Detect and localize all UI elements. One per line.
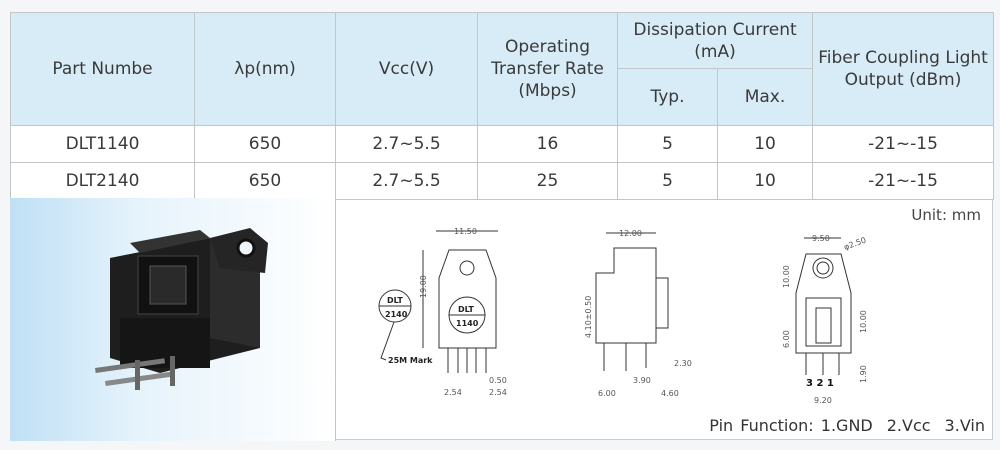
back-view: 9.50 φ2.50 10.00 10.00 6.00 1.90 3 2 1 9… [782, 234, 868, 405]
header-wavelength: λp(nm) [194, 12, 336, 126]
header-max: Max. [716, 68, 814, 126]
header-light-output: Fiber Coupling Light Output (dBm) [812, 12, 995, 126]
side-view: 12.00 4.10±0.50 2.30 3.90 6.00 4.60 [584, 229, 692, 398]
cell-typ: 5 [617, 162, 718, 200]
side-d4: 4.60 [661, 389, 679, 398]
back-h4: 1.90 [859, 365, 868, 383]
back-pins: 3 2 1 [806, 378, 834, 389]
cell-vcc: 2.7~5.5 [335, 125, 478, 163]
side-width: 12.00 [619, 229, 642, 238]
mark-top: DLT [458, 305, 474, 314]
connector-image [95, 228, 268, 390]
cell-output: -21~-15 [812, 125, 995, 163]
side-d1: 2.30 [674, 359, 692, 368]
back-h1: 10.00 [782, 265, 791, 288]
cell-wavelength: 650 [194, 162, 336, 200]
cell-vcc: 2.7~5.5 [335, 162, 478, 200]
dim-pitch-left: 2.54 [444, 388, 462, 397]
dim-pitch-right: 2.54 [489, 388, 507, 397]
back-width: 9.50 [812, 234, 830, 243]
product-photo [10, 198, 336, 441]
cell-typ: 5 [617, 125, 718, 163]
side-height: 4.10±0.50 [584, 296, 593, 338]
pin-2: 2.Vcc [886, 416, 931, 435]
dim-pin-width: 0.50 [489, 376, 507, 385]
header-transfer-rate: Operating Transfer Rate (Mbps) [477, 12, 618, 126]
unit-label: Unit: mm [911, 206, 981, 224]
pin-1: Pin Function: 1.GND [709, 416, 873, 435]
back-h2: 10.00 [859, 310, 868, 333]
cell-rate: 16 [477, 125, 618, 163]
alt-mark-bottom: 2140 [385, 310, 408, 319]
header-dissipation-current: Dissipation Current (mA) [616, 12, 814, 69]
spec-table: Part Numbe λp(nm) Vcc(V) Operating Trans… [10, 12, 995, 200]
cell-part: DLT2140 [10, 162, 195, 200]
pin-function: Pin Function: 1.GND 2.Vcc 3.Vin [709, 416, 985, 435]
side-d2: 3.90 [633, 376, 651, 385]
spec-sheet: Part Numbe λp(nm) Vcc(V) Operating Trans… [10, 12, 995, 441]
technical-drawing: 11.50 19.00 DLT 1140 DLT 2140 25M Mark 0… [378, 227, 868, 405]
table-row: DLT1140 650 2.7~5.5 16 5 10 -21~-15 [10, 125, 995, 163]
mark-note: 25M Mark [388, 356, 433, 365]
cell-part: DLT1140 [10, 125, 195, 163]
dim-width: 11.50 [454, 227, 477, 236]
side-d3: 6.00 [598, 389, 616, 398]
back-h3: 6.00 [782, 330, 791, 348]
dimension-drawings: Unit: mm 11.50 19.00 DLT 1140 DLT 2140 2… [336, 198, 993, 441]
cell-output: -21~-15 [812, 162, 995, 200]
cell-rate: 25 [477, 162, 618, 200]
back-hole: φ2.50 [843, 236, 868, 252]
header-typ: Typ. [617, 68, 718, 126]
alt-mark-top: DLT [387, 296, 403, 305]
front-view: 11.50 19.00 DLT 1140 DLT 2140 25M Mark 0… [378, 227, 507, 397]
cell-wavelength: 650 [194, 125, 336, 163]
back-bottom: 9.20 [814, 396, 832, 405]
cell-max: 10 [716, 162, 814, 200]
mark-bottom: 1140 [456, 319, 479, 328]
header-part-number: Part Numbe [10, 12, 195, 126]
table-row: DLT2140 650 2.7~5.5 25 5 10 -21~-15 [10, 162, 995, 200]
header-vcc: Vcc(V) [335, 12, 478, 126]
cell-max: 10 [716, 125, 814, 163]
pin-3: 3.Vin [944, 416, 985, 435]
dim-height: 19.00 [419, 275, 428, 298]
